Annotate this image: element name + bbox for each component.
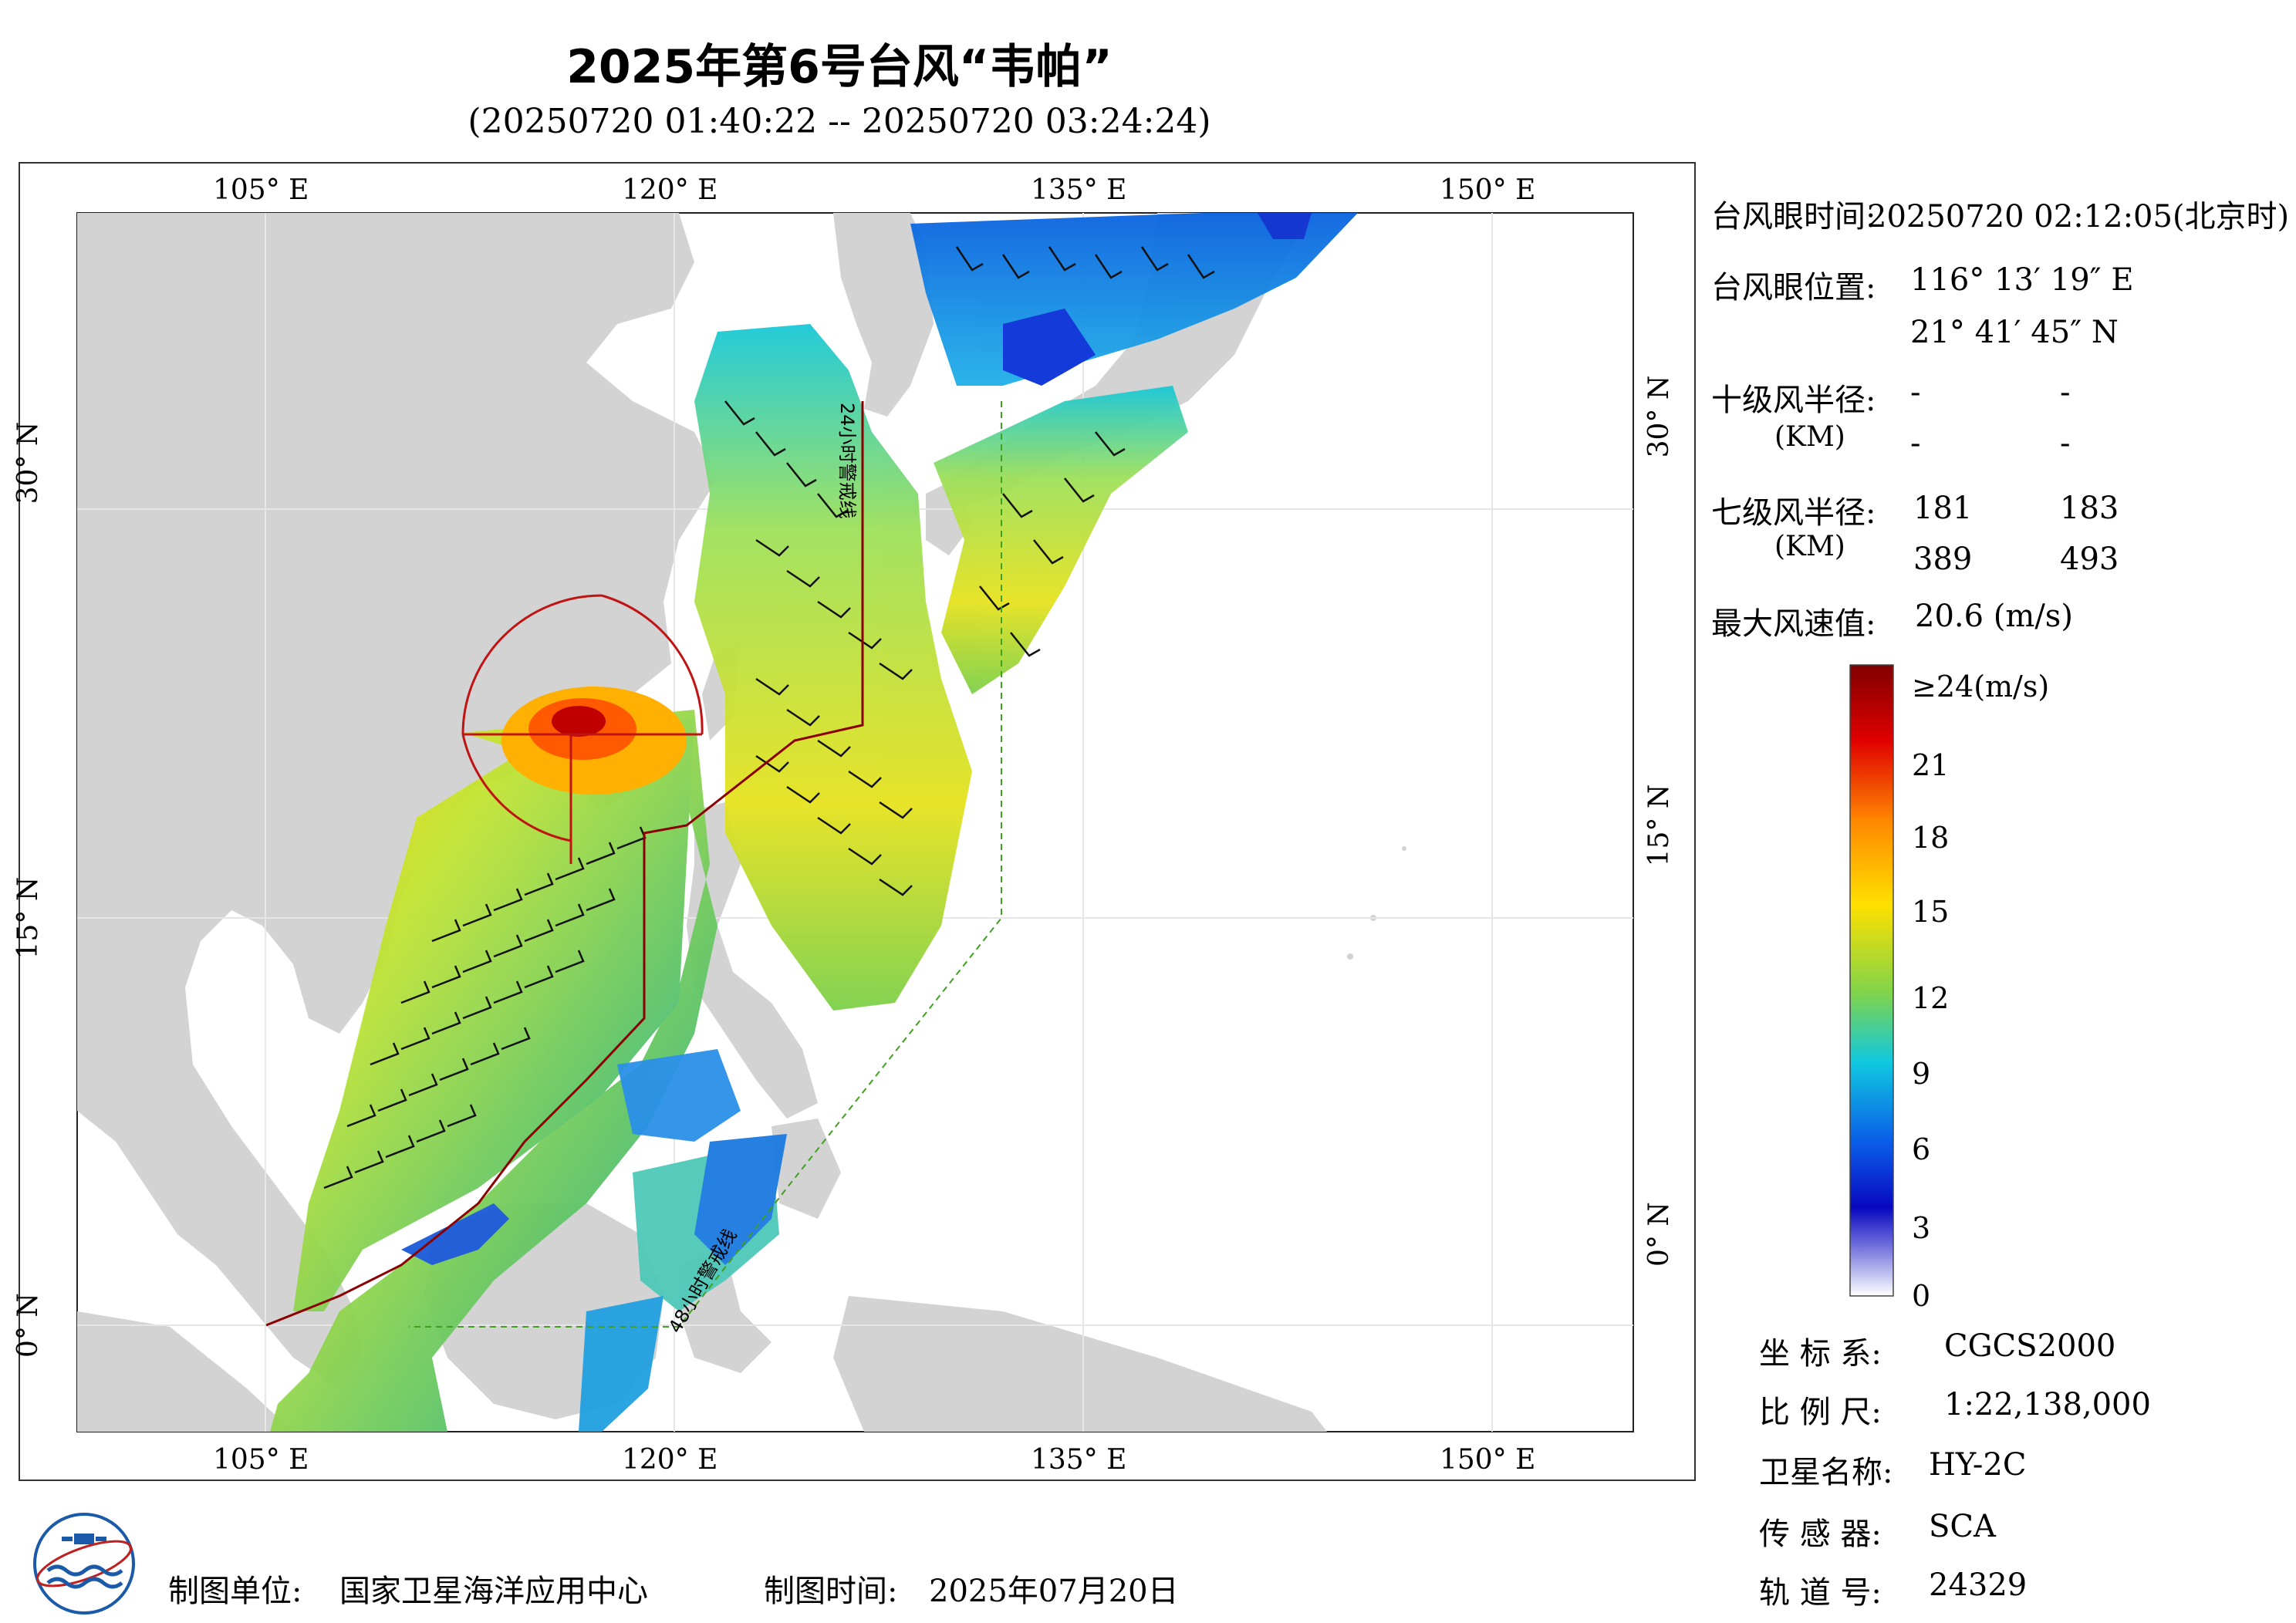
lon-tick-top: 120° E: [622, 174, 718, 206]
lat-tick-right: 0° N: [1643, 1202, 1675, 1267]
map-title: 2025年第6号台风“韦帕”: [566, 40, 1113, 94]
meta-label-satellite: 卫星名称:: [1759, 1455, 1893, 1490]
meta-label-scale: 比 例 尺:: [1759, 1395, 1882, 1430]
eye-longitude: 116° 13′ 19″ E: [1910, 262, 2134, 298]
r10-label: 十级风半径:: [1711, 383, 1876, 418]
meta-value-scale: 1:22,138,000: [1944, 1387, 2151, 1422]
lat-tick-left: 15° N: [12, 876, 44, 960]
r10-value: -: [2060, 426, 2071, 461]
r10-unit: (KM): [1774, 421, 1845, 453]
meta-label-sensor: 传 感 器:: [1759, 1517, 1882, 1552]
map-frame: [19, 162, 1696, 1481]
wind-swath-west: [270, 710, 718, 1432]
wind-swath-north: [910, 213, 1358, 386]
typhoon-radius-sectors: [461, 594, 704, 864]
lon-tick-top: 135° E: [1031, 174, 1127, 206]
r10-value: -: [2060, 375, 2071, 410]
lon-tick-bottom: 105° E: [213, 1444, 309, 1476]
footer-time-label: 制图时间:: [764, 1574, 898, 1609]
meta-value-satellite: HY-2C: [1929, 1447, 2027, 1483]
lon-tick-bottom: 120° E: [622, 1444, 718, 1476]
eye-position-label: 台风眼位置:: [1711, 270, 1876, 305]
meta-label-crs: 坐 标 系:: [1759, 1336, 1882, 1372]
meta-value-orbit: 24329: [1929, 1567, 2028, 1603]
colorbar-label: 21: [1912, 748, 1950, 782]
max-wind-value: 20.6 (m/s): [1915, 599, 2073, 634]
eye-time-label: 台风眼时间:: [1711, 199, 1876, 235]
r7-value: 389: [1913, 542, 1973, 577]
footer-unit-label: 制图单位:: [168, 1574, 302, 1609]
r10-value: -: [1910, 375, 1921, 410]
lon-tick-top: 105° E: [213, 174, 309, 206]
colorbar-label: 0: [1912, 1279, 1931, 1313]
track-24h-label: 24小时警戒线: [836, 403, 858, 519]
eye-latitude: 21° 41′ 45″ N: [1910, 315, 2119, 350]
r7-value: 493: [2060, 542, 2119, 577]
r7-value: 183: [2060, 491, 2119, 526]
colorbar-label: 12: [1912, 981, 1950, 1015]
alert-line-24h: [265, 401, 864, 1327]
r7-unit: (KM): [1774, 531, 1845, 562]
r7-label: 七级风半径:: [1711, 495, 1876, 531]
wind-swath-east: [694, 324, 1188, 1011]
colorbar-label: 9: [1912, 1057, 1931, 1091]
lon-tick-top: 150° E: [1440, 174, 1536, 206]
lat-tick-right: 15° N: [1643, 784, 1675, 867]
meta-value-sensor: SCA: [1929, 1509, 1996, 1544]
r7-value: 181: [1913, 491, 1973, 526]
typhoon-core: [501, 687, 687, 795]
meta-value-crs: CGCS2000: [1944, 1328, 2116, 1364]
lat-tick-left: 0° N: [12, 1293, 44, 1358]
colorbar-label: 15: [1912, 895, 1950, 929]
meta-label-orbit: 轨 道 号:: [1759, 1575, 1882, 1611]
alert-line-48h: [409, 401, 1002, 1328]
wind-barbs: [323, 246, 1215, 1189]
colorbar-label: 6: [1912, 1132, 1931, 1166]
colorbar-label: 3: [1912, 1211, 1931, 1245]
colorbar-label: ≥24(m/s): [1912, 670, 2050, 704]
lon-tick-bottom: 150° E: [1440, 1444, 1536, 1476]
eye-time-value: 20250720 02:12:05(北京时): [1867, 199, 2290, 235]
lon-tick-bottom: 135° E: [1031, 1444, 1127, 1476]
wind-swath-south: [579, 1049, 787, 1432]
colorbar: [1849, 664, 1894, 1297]
lat-tick-left: 30° N: [12, 421, 44, 504]
r10-value: -: [1910, 426, 1921, 461]
nsoas-logo: [33, 1513, 135, 1615]
footer-time-value: 2025年07月20日: [929, 1574, 1179, 1609]
lat-tick-right: 30° N: [1643, 375, 1675, 458]
max-wind-label: 最大风速值:: [1711, 606, 1876, 642]
time-range-subtitle: (20250720 01:40:22 -- 20250720 03:24:24): [468, 102, 1211, 141]
colorbar-label: 18: [1912, 821, 1950, 855]
footer-unit-value: 国家卫星海洋应用中心: [339, 1574, 648, 1609]
